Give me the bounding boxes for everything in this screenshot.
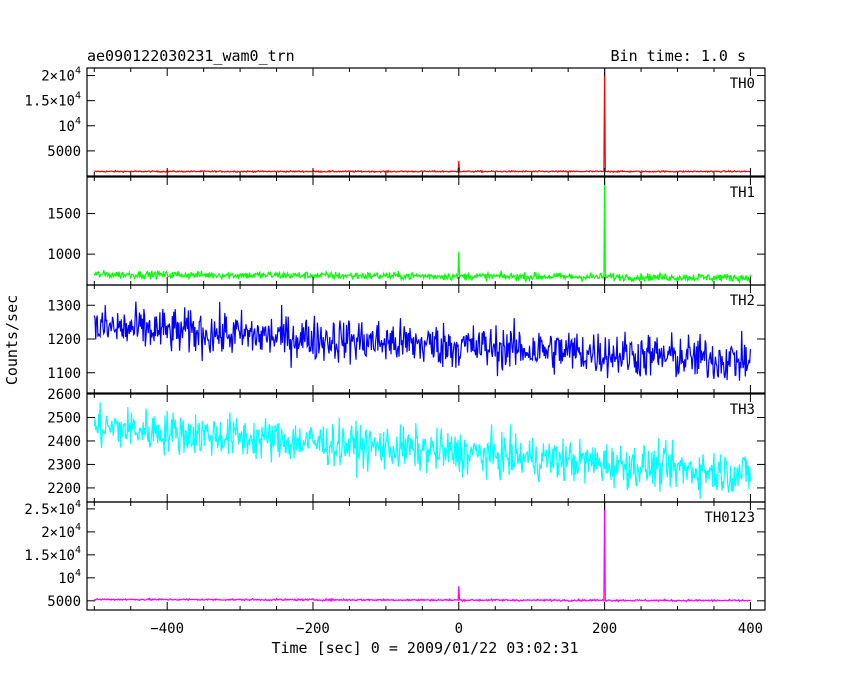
y-tick-label: 5000: [47, 144, 81, 160]
y-tick-label: 5000: [47, 594, 81, 610]
panel-th0: TH0 5000 104 1.5×104 2×104: [24, 66, 766, 177]
chart-title: ae090122030231_wam0_trn: [87, 47, 295, 65]
panel-th1: TH1 1000 1500: [47, 176, 766, 286]
y-tick-label: 1100: [47, 366, 81, 382]
y-tick-label: 104: [58, 116, 81, 135]
x-axis-label: Time [sec] 0 = 2009/01/22 03:02:31: [271, 639, 578, 657]
series-line-th1: [93, 176, 752, 285]
y-tick-label: 1300: [47, 298, 81, 314]
series-label: TH0: [730, 76, 755, 92]
series-label: TH2: [730, 293, 755, 309]
series-label: TH3: [730, 402, 755, 418]
y-tick-label: 1.5×104: [24, 545, 81, 564]
y-tick-label: 2.5×104: [24, 499, 81, 518]
x-tick-label: 0: [455, 621, 463, 637]
series-line-th0: [94, 67, 751, 174]
panel-th3: TH3 2200 2300 2400 2500 2600: [47, 387, 766, 503]
panel-frame: [86, 176, 766, 286]
y-axis-label: Counts/sec: [3, 295, 21, 385]
y-tick-label: 1.5×104: [24, 91, 81, 110]
series-line-th2: [93, 301, 752, 381]
y-tick-label: 2×104: [41, 66, 81, 85]
y-tick-label: 1200: [47, 332, 81, 348]
series-line-th3: [93, 402, 752, 499]
series-line-th0123: [94, 501, 751, 603]
series-label: TH0123: [704, 510, 755, 526]
series-label: TH1: [730, 185, 755, 201]
y-tick-label: 2400: [47, 434, 81, 450]
panels-group: TH0 5000 104 1.5×104 2×104 TH1 1000 1500 TH2 1100…: [24, 66, 766, 637]
x-tick-label: 200: [592, 621, 617, 637]
y-tick-label: 104: [58, 568, 81, 587]
y-tick-label: 2200: [47, 481, 81, 497]
x-tick-label: −400: [150, 621, 184, 637]
y-tick-label: 2600: [47, 387, 81, 403]
panel-frame: [86, 501, 766, 611]
panel-th0123: TH0123 5000 104 1.5×104 2×104 2.5×104: [24, 499, 766, 611]
panel-frame: [86, 67, 766, 177]
y-tick-label: 1500: [47, 207, 81, 223]
y-tick-label: 2×104: [41, 522, 81, 541]
x-tick-label: 400: [738, 621, 763, 637]
y-tick-label: 2300: [47, 457, 81, 473]
panel-th2: TH2 1100 1200 1300: [47, 284, 766, 394]
y-tick-label: 1000: [47, 247, 81, 263]
y-tick-label: 2500: [47, 410, 81, 426]
bin-time-label: Bin time: 1.0 s: [611, 47, 746, 65]
x-tick-label: −200: [296, 621, 330, 637]
